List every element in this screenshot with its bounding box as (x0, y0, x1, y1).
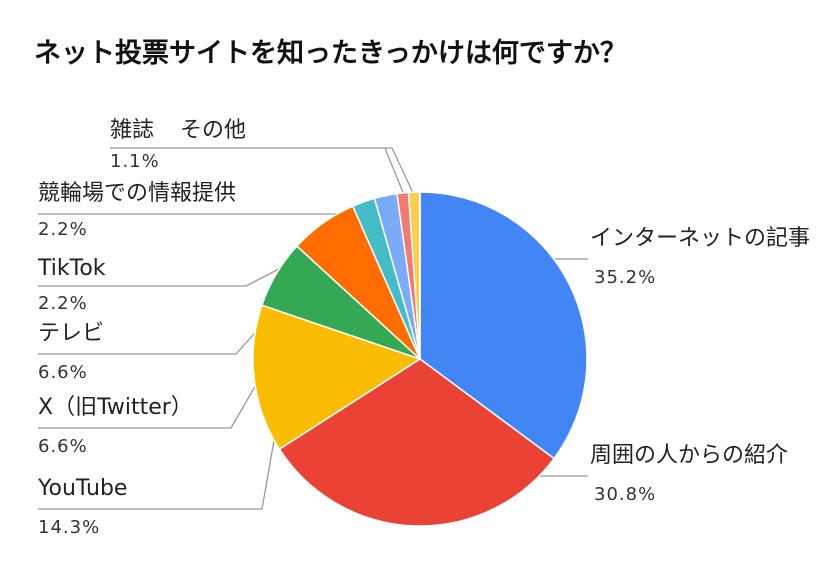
slice-label: TikTok (37, 256, 106, 281)
slice-value-label: 14.3% (38, 517, 100, 538)
slice-value-label: 2.2% (38, 219, 88, 240)
slice-label: その他 (180, 118, 246, 143)
slice-labels: インターネットの記事 35.2% 周囲の人からの紹介 30.8% YouTube 14.3… (37, 118, 810, 538)
slice-label: 周囲の人からの紹介 (590, 443, 788, 468)
slice-value-label: 1.1% (110, 151, 160, 172)
slice-1 (278, 358, 556, 527)
slice-value-label: 30.8% (594, 484, 656, 505)
chart-title: ネット投票サイトを知ったきっかけは何ですか？ (34, 38, 627, 69)
slice-2 (252, 304, 422, 451)
pie-slices (252, 191, 588, 527)
slice-value-label: 35.2% (594, 267, 656, 288)
slice-0 (419, 191, 588, 460)
slice-label: 競輪場での情報提供 (38, 181, 236, 206)
leader-line (385, 147, 415, 196)
slice-label: 雑誌 (110, 118, 154, 143)
slice-value-label: 6.6% (38, 362, 88, 383)
slice-value-label: 2.2% (38, 293, 88, 314)
slice-label: YouTube (37, 476, 127, 501)
slice-value-label: 6.6% (38, 436, 88, 457)
slice-label: X（旧Twitter） (38, 395, 193, 420)
slice-8 (407, 191, 421, 360)
slice-label: インターネットの記事 (590, 226, 810, 251)
slice-label: テレビ (38, 321, 104, 346)
